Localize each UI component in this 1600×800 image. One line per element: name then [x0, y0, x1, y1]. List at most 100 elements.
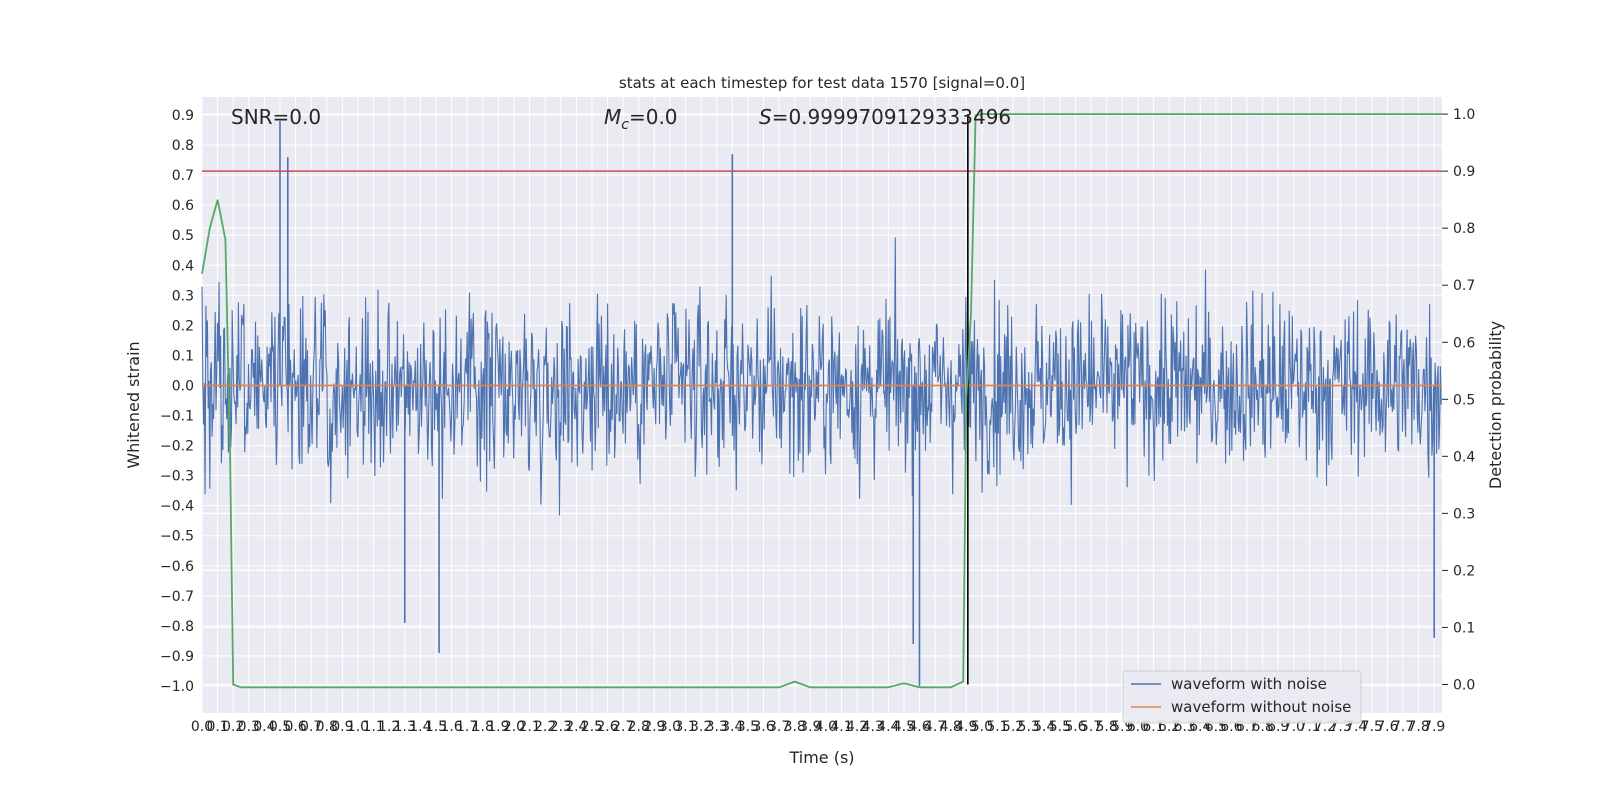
- y-tick-label: −0.4: [160, 499, 194, 515]
- x-tick-label: 3.3: [706, 719, 728, 735]
- series-waveform-with-noise: [201, 121, 1443, 686]
- snr-annotation: SNR=0.0: [231, 105, 321, 129]
- noise-trace: [201, 237, 1443, 516]
- x-tick-label: 5.0: [971, 719, 993, 735]
- x-tick-label: 5.8: [1096, 719, 1118, 735]
- x-tick-label: 2.4: [565, 719, 587, 735]
- x-tick-label: 3.8: [784, 719, 806, 735]
- legend: waveform with noise waveform without noi…: [1122, 670, 1362, 724]
- y-tick-label: 0.2: [172, 318, 194, 334]
- x-tick-label: 4.3: [862, 719, 884, 735]
- x-tick-label: 1.3: [394, 719, 416, 735]
- x-tick-label: 0.1: [206, 719, 228, 735]
- x-tick-label: 7.5: [1361, 719, 1383, 735]
- x-tick-label: 0.8: [316, 719, 338, 735]
- legend-label-clean: waveform without noise: [1171, 698, 1351, 716]
- y-tick-label: 0.4: [172, 258, 194, 274]
- legend-label-noise: waveform with noise: [1171, 675, 1327, 693]
- y-tick-label: −0.3: [160, 469, 194, 485]
- x-tick-label: 0.3: [238, 719, 260, 735]
- y2-tick-label: 1.0: [1453, 107, 1475, 123]
- x-tick-label: 1.5: [425, 719, 447, 735]
- x-tick-label: 3.5: [737, 719, 759, 735]
- y-tick-label: −0.7: [160, 589, 194, 605]
- y-tick-label: 0.6: [172, 198, 194, 214]
- y-tick-label: 0.1: [172, 348, 194, 364]
- x-tick-label: 4.0: [815, 719, 837, 735]
- x-tick-label: 4.2: [846, 719, 868, 735]
- x-tick-label: 1.2: [378, 719, 400, 735]
- x-tick-label: 3.1: [674, 719, 696, 735]
- x-tick-label: 2.2: [534, 719, 556, 735]
- series-detection-probability: [201, 113, 1442, 689]
- x-tick-label: 4.1: [830, 719, 852, 735]
- s-value: =0.9999709129333496: [772, 105, 1011, 129]
- y-axis-ticks: 0.9 0.8 0.7 0.6 0.5 0.4 0.3 0.2 0.1 0.0 −0.1 −0.2 −0…: [160, 108, 194, 695]
- mc-symbol: M: [604, 105, 621, 129]
- x-tick-label: 2.9: [643, 719, 665, 735]
- x-tick-label: 3.9: [799, 719, 821, 735]
- x-tick-label: 1.6: [440, 719, 462, 735]
- x-tick-label: 3.7: [768, 719, 790, 735]
- mc-annotation: Mc=0.0: [604, 105, 678, 133]
- mc-value: =0.0: [629, 105, 678, 129]
- y2-tick-label: 0.6: [1453, 335, 1475, 351]
- x-tick-label: 0.0: [191, 719, 213, 735]
- x-tick-label: 7.7: [1392, 719, 1414, 735]
- x-tick-label: 4.8: [940, 719, 962, 735]
- x-tick-label: 2.3: [550, 719, 572, 735]
- y-tick-label: −0.1: [160, 409, 194, 425]
- y-tick-label: 0.0: [172, 378, 194, 394]
- x-tick-label: 0.5: [269, 719, 291, 735]
- x-tick-label: 2.5: [581, 719, 603, 735]
- plot-background: [202, 97, 1442, 713]
- x-tick-label: 5.2: [1002, 719, 1024, 735]
- x-tick-label: 5.5: [1049, 719, 1071, 735]
- x-tick-label: 2.7: [612, 719, 634, 735]
- y-tick-label: −0.5: [160, 529, 194, 545]
- x-tick-label: 3.4: [721, 719, 743, 735]
- x-tick-label: 5.3: [1018, 719, 1040, 735]
- y2-tick-label: 0.8: [1453, 221, 1475, 237]
- x-tick-label: 1.1: [362, 719, 384, 735]
- x-tick-label: 7.9: [1423, 719, 1445, 735]
- x-tick-label: 0.9: [331, 719, 353, 735]
- y-tick-label: 0.9: [172, 108, 194, 124]
- x-tick-label: 2.0: [503, 719, 525, 735]
- x-tick-label: 5.4: [1033, 719, 1055, 735]
- x-tick-label: 4.5: [893, 719, 915, 735]
- x-tick-label: 0.2: [222, 719, 244, 735]
- y-tick-label: −0.8: [160, 619, 194, 635]
- y2-tick-label: 0.5: [1453, 392, 1475, 408]
- y-axis-label: Whitened strain: [124, 341, 143, 468]
- x-tick-label: 5.6: [1064, 719, 1086, 735]
- x-tick-label: 4.7: [924, 719, 946, 735]
- x-tick-label: 0.4: [253, 719, 275, 735]
- y-tick-label: −0.6: [160, 559, 194, 575]
- y2-tick-label: 0.7: [1453, 278, 1475, 294]
- x-tick-label: 5.1: [986, 719, 1008, 735]
- y-tick-label: 0.7: [172, 168, 194, 184]
- x-axis-label: Time (s): [788, 748, 854, 767]
- x-tick-label: 7.8: [1407, 719, 1429, 735]
- s-symbol: S: [759, 105, 772, 129]
- x-tick-label: 0.6: [284, 719, 306, 735]
- x-tick-label: 4.9: [955, 719, 977, 735]
- x-tick-label: 1.7: [456, 719, 478, 735]
- y2-tick-label: 0.2: [1453, 563, 1475, 579]
- x-tick-label: 4.4: [877, 719, 899, 735]
- x-tick-label: 3.2: [690, 719, 712, 735]
- y2-axis-label: Detection probability: [1486, 321, 1505, 489]
- y2-axis-ticks: 1.0 0.9 0.8 0.7 0.6 0.5 0.4 0.3 0.2 0.1 0.0: [1442, 107, 1475, 693]
- y-tick-label: −1.0: [160, 679, 194, 695]
- x-tick-label: 2.8: [628, 719, 650, 735]
- y2-tick-label: 0.3: [1453, 506, 1475, 522]
- y2-tick-label: 0.1: [1453, 620, 1475, 636]
- y-tick-label: 0.5: [172, 228, 194, 244]
- x-tick-label: 1.0: [347, 719, 369, 735]
- x-tick-label: 7.6: [1376, 719, 1398, 735]
- y2-tick-label: 0.0: [1453, 677, 1475, 693]
- y-tick-label: −0.2: [160, 439, 194, 455]
- s-annotation: S=0.9999709129333496: [759, 105, 1011, 129]
